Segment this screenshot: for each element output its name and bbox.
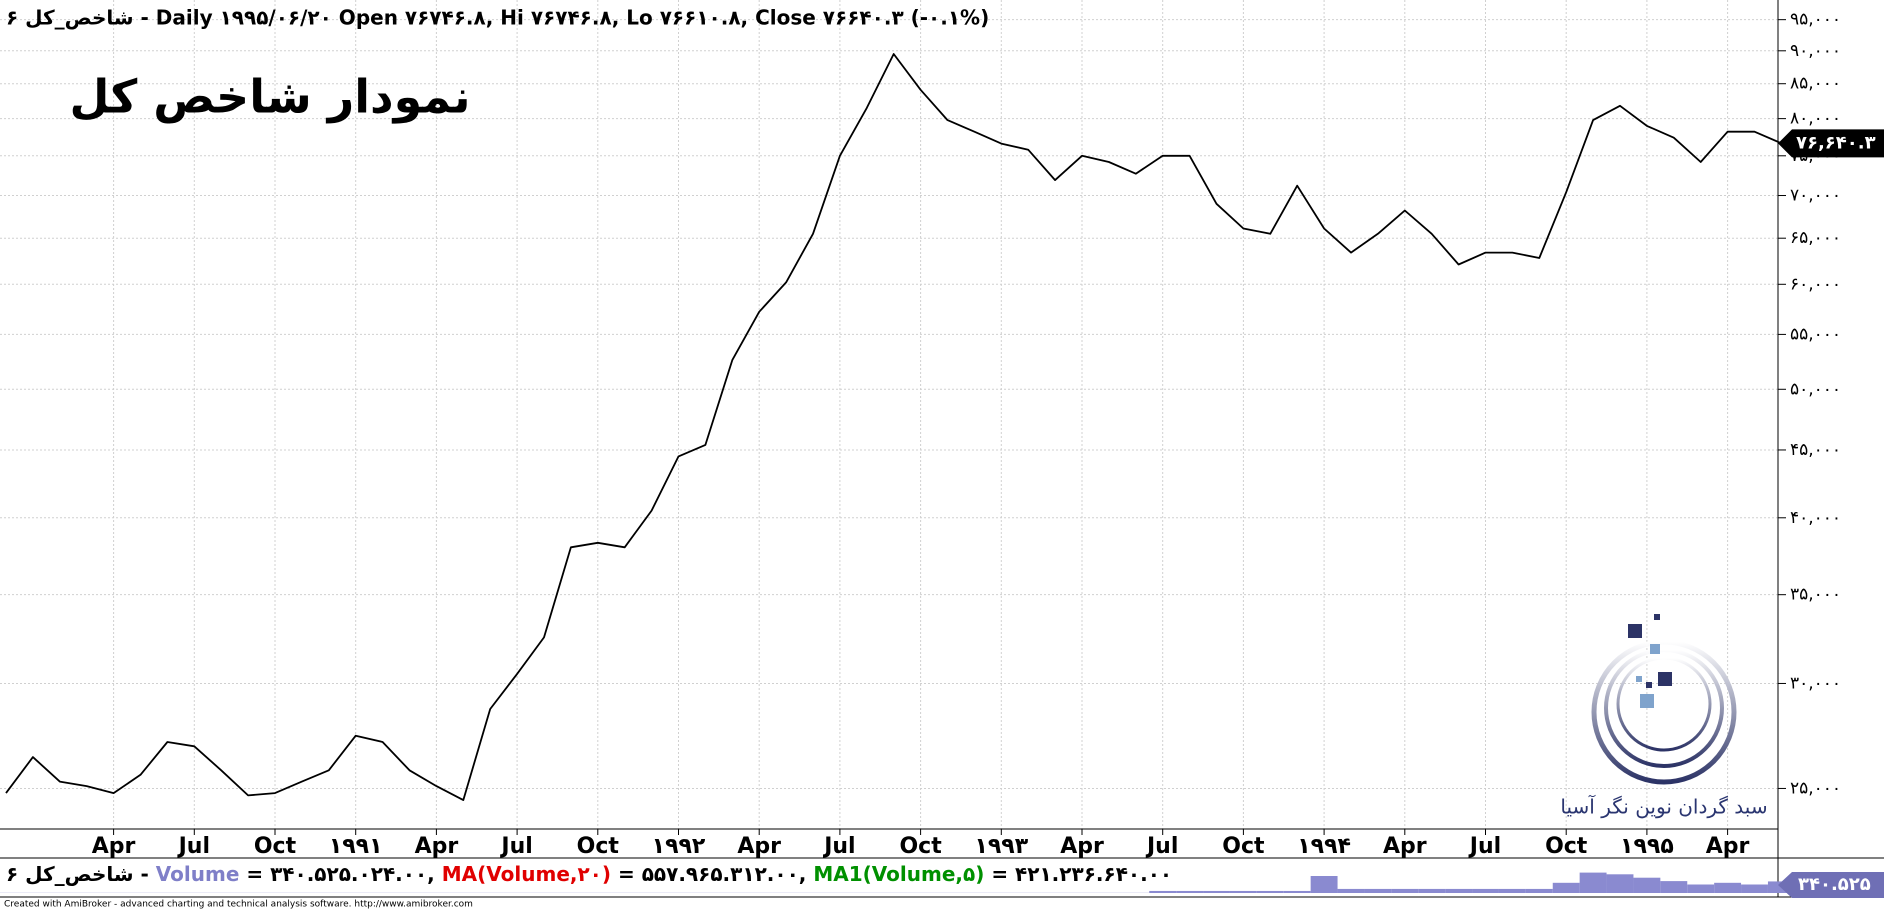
x-tick-label: Apr: [1060, 834, 1104, 859]
y-tick-label: ۸۰,۰۰۰: [1790, 109, 1841, 129]
logo-square: [1646, 682, 1652, 688]
volume-header-part: = ۵۵۷.۹۶۵.۳۱۲.۰۰,: [611, 862, 813, 886]
volume-bar: [1229, 890, 1257, 893]
logo-ring: [1604, 648, 1724, 768]
x-tick-label: ۱۹۹۳: [974, 834, 1028, 859]
volume-bar: [1391, 888, 1419, 893]
volume-bar: [1687, 884, 1715, 893]
logo-square: [1640, 694, 1654, 708]
y-tick-label: ۴۵,۰۰۰: [1790, 440, 1841, 460]
logo-square: [1650, 644, 1660, 654]
volume-header-part: MA1(Volume,۵): [813, 862, 984, 886]
volume-header-part: Volume: [156, 862, 240, 886]
volume-bar: [1714, 882, 1742, 893]
volume-bar: [1203, 890, 1230, 893]
x-tick-label: Jul: [177, 834, 210, 859]
y-tick-label: ۶۵,۰۰۰: [1790, 228, 1841, 248]
volume-bar: [1660, 881, 1688, 893]
volume-bar: [1337, 888, 1365, 893]
volume-bar: [1364, 888, 1392, 893]
plot: ۷۶,۶۴۰.۳ شاخص_کل ۶ - Volume = ۳۴۰.۵۲۵.۰۲۴…: [0, 53, 1884, 898]
x-tick-label: Apr: [1706, 834, 1750, 859]
volume-header-part: = ۴۲۱.۲۳۶.۶۴۰.۰۰: [984, 862, 1172, 886]
volume-bar: [1633, 877, 1661, 893]
volume-bar: [1310, 876, 1338, 893]
x-tick-label: Oct: [1222, 834, 1265, 859]
logo-ring: [1616, 656, 1712, 752]
volume-bar: [1741, 884, 1768, 893]
last-volume-label: ۳۴۰.۵۲۵: [1798, 874, 1871, 895]
y-tick-label: ۹۵,۰۰۰: [1790, 10, 1841, 30]
y-tick-label: ۵۰,۰۰۰: [1790, 379, 1841, 399]
y-tick-label: ۸۵,۰۰۰: [1790, 74, 1841, 94]
logo: سبد گردان نوین نگر آسیا: [1560, 614, 1768, 819]
volume-header: شاخص_کل ۶ - Volume = ۳۴۰.۵۲۵.۰۲۴.۰۰, MA(…: [6, 862, 1172, 886]
volume-bar: [1525, 888, 1553, 893]
volume-bar: [1472, 888, 1499, 893]
x-tick-label: Apr: [92, 834, 136, 859]
volume-bar: [1283, 890, 1311, 893]
volume-bar: [1579, 872, 1607, 893]
x-tick-label: Jul: [1468, 834, 1501, 859]
y-tick-label: ۹۰,۰۰۰: [1790, 41, 1841, 61]
volume-bar: [1256, 890, 1284, 893]
logo-text: سبد گردان نوین نگر آسیا: [1560, 794, 1767, 819]
volume-header-part: MA(Volume,۲۰): [442, 862, 611, 886]
volume-bar: [1176, 890, 1204, 893]
x-tick-label: Oct: [1545, 834, 1588, 859]
y-tick-label: ۳۵,۰۰۰: [1790, 585, 1841, 605]
logo-ring: [1591, 639, 1737, 785]
volume-bar: [1606, 874, 1634, 893]
x-tick-label: Apr: [415, 834, 459, 859]
volume-bar: [1498, 888, 1526, 893]
x-tick-label: Apr: [737, 834, 781, 859]
chart-title: نمودار شاخص کل: [69, 70, 470, 124]
x-tick-label: Oct: [577, 834, 620, 859]
y-tick-label: ۶۰,۰۰۰: [1790, 274, 1841, 294]
x-tick-label: Jul: [499, 834, 532, 859]
footer: Created with AmiBroker - advanced charti…: [4, 900, 473, 910]
x-tick-label: ۱۹۹۵: [1620, 834, 1674, 859]
logo-square: [1658, 672, 1672, 686]
x-tick-label: Apr: [1383, 834, 1427, 859]
x-tick-label: Jul: [822, 834, 855, 859]
y-tick-label: ۷۰,۰۰۰: [1790, 186, 1841, 206]
volume-header-part: = ۳۴۰.۵۲۵.۰۲۴.۰۰,: [239, 862, 441, 886]
x-tick-label: ۱۹۹۱: [329, 834, 383, 859]
x-tick-label: Jul: [1145, 834, 1178, 859]
logo-square: [1654, 614, 1660, 620]
last-volume-box: [1778, 872, 1884, 898]
logo-square: [1636, 676, 1642, 682]
volume-bar: [1552, 882, 1580, 893]
x-tick-label: ۱۹۹۲: [652, 834, 706, 859]
volume-header-part: شاخص_کل ۶ -: [6, 862, 156, 886]
y-tick-label: ۵۵,۰۰۰: [1790, 324, 1841, 344]
quote-header: شاخص_کل ۶ - Daily ۱۹۹۵/۰۶/۲۰ Open ۷۶۷۴۶.…: [6, 6, 989, 30]
volume-bar: [1445, 888, 1473, 893]
x-tick-label: Oct: [254, 834, 297, 859]
y-tick-label: ۲۵,۰۰۰: [1790, 778, 1841, 798]
y-tick-label: ۳۰,۰۰۰: [1790, 673, 1841, 693]
logo-square: [1628, 624, 1642, 638]
price-line: [5, 53, 1782, 801]
x-tick-label: ۱۹۹۴: [1297, 834, 1351, 859]
y-tick-label: ۴۰,۰۰۰: [1790, 508, 1841, 528]
x-tick-label: Oct: [899, 834, 942, 859]
last-price-label: ۷۶,۶۴۰.۳: [1796, 132, 1876, 153]
volume-bar: [1418, 888, 1446, 893]
volume-bar: [1149, 890, 1177, 893]
last-price-box: [1778, 129, 1884, 158]
